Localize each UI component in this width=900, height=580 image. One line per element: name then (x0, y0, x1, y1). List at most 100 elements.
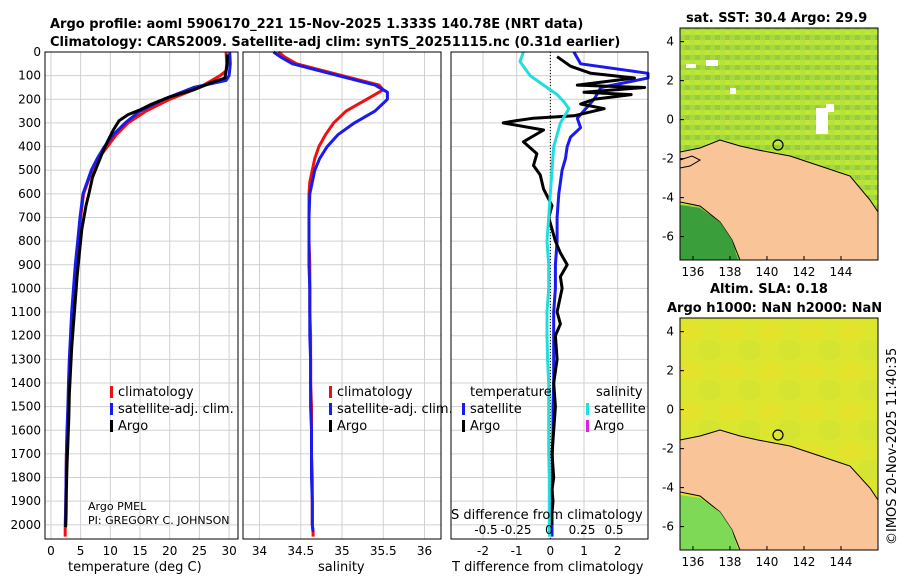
x-tick-label: 34.5 (287, 544, 314, 558)
sla-map-title-2: Argo h1000: NaN h2000: NaN (667, 301, 882, 316)
x-tick-label: 0 (547, 544, 555, 558)
map-y-tick-label: 4 (666, 35, 674, 49)
legend-satellite: satellite-adj. clim. (118, 402, 234, 417)
x-tick-label: -1 (511, 544, 523, 558)
sla-map (679, 317, 879, 551)
legend-swatch-climatology (329, 386, 332, 398)
map-x-tick-label: 138 (719, 265, 742, 279)
legend-swatch-s-argo (586, 420, 589, 432)
panel-frame (44, 51, 239, 540)
series-line-climatology (63, 51, 229, 537)
legend-climatology: climatology (118, 385, 194, 400)
y-tick-label: 900 (18, 258, 41, 272)
sla-map-title-1: Altim. SLA: 0.18 (710, 282, 828, 297)
y-tick-label: 1300 (10, 352, 41, 366)
series-line-salinity-satellite (518, 51, 571, 537)
map-x-tick-label: 144 (830, 265, 853, 279)
legend-t-argo: Argo (470, 419, 500, 434)
x-tick-label: 25 (192, 544, 207, 558)
y-tick-label: 1900 (10, 494, 41, 508)
series-line-climatology (277, 50, 385, 537)
x-tick-label: 2 (614, 544, 622, 558)
s-tick-label: -0.5 (474, 523, 497, 537)
x-tick-label: 10 (103, 544, 118, 558)
map-y-tick-label: -2 (662, 442, 674, 456)
y-tick-label: 1600 (10, 423, 41, 437)
map-x-tick-label: 140 (756, 265, 779, 279)
cloud-mask (706, 60, 718, 66)
legend-swatch-argo (110, 420, 113, 432)
y-tick-label: 1000 (10, 281, 41, 295)
x-tick-label: 30 (221, 544, 236, 558)
legend-temperature-title: temperature (470, 385, 552, 400)
y-tick-label: 1100 (10, 305, 41, 319)
s-tick-label: 0 (545, 523, 553, 537)
cloud-mask (816, 108, 828, 134)
map-x-tick-label: 136 (682, 555, 705, 569)
s-tick-label: -0.25 (500, 523, 531, 537)
map-y-tick-label: -2 (662, 152, 674, 166)
legend-swatch-argo (329, 420, 332, 432)
legend-swatch-satellite (110, 403, 113, 415)
map-y-tick-label: 0 (666, 403, 674, 417)
series-line-temperature-argo (501, 55, 647, 525)
x-tick-label: 35 (334, 544, 349, 558)
cloud-mask (730, 88, 736, 94)
series-line-temperature-satellite (550, 51, 650, 537)
y-tick-label: 300 (18, 116, 41, 130)
map-y-tick-label: 4 (666, 325, 674, 339)
map-y-tick-label: -4 (662, 481, 674, 495)
y-tick-label: 400 (18, 140, 41, 154)
series-line-argo (64, 54, 229, 528)
x-tick-label: 35.5 (370, 544, 397, 558)
x-tick-label: 36 (417, 544, 432, 558)
series-line-satellite-adj-clim- (272, 50, 389, 533)
s-axis-label: S difference from climatology (451, 508, 643, 523)
figure-title-line2: Climatology: CARS2009. Satellite-adj cli… (50, 35, 620, 50)
map-y-tick-label: 2 (666, 364, 674, 378)
map-y-tick-label: 0 (666, 113, 674, 127)
legend-satellite: satellite-adj. clim. (337, 402, 453, 417)
sla-map-frame (679, 317, 879, 551)
x-tick-label: -2 (477, 544, 489, 558)
legend-climatology: climatology (337, 385, 413, 400)
y-tick-label: 600 (18, 187, 41, 201)
watermark: ©IMOS 20-Nov-2025 11:40:35 (885, 348, 900, 545)
s-tick-label: 0.5 (604, 523, 623, 537)
legend-swatch-s-satellite (586, 403, 589, 415)
legend-argo: Argo (337, 419, 367, 434)
x-tick-label: 15 (132, 544, 147, 558)
legend-swatch-satellite (329, 403, 332, 415)
pi-annotation-1: Argo PMEL (88, 500, 147, 513)
panel-frame (242, 51, 442, 540)
map-x-tick-label: 142 (793, 265, 816, 279)
y-tick-label: 200 (18, 92, 41, 106)
y-tick-label: 2000 (10, 518, 41, 532)
x-tick-label: 0 (47, 544, 55, 558)
sla-map-ticks: 136 138 140 142 144 4 2 0 -2 -4 -6 (662, 325, 852, 569)
legend-t-satellite: satellite (470, 402, 522, 417)
map-y-tick-label: -4 (662, 191, 674, 205)
legend-argo: Argo (118, 419, 148, 434)
salinity-panel: 34 34.5 35 35.5 36 (242, 50, 442, 558)
map-x-tick-label: 138 (719, 555, 742, 569)
map-x-tick-label: 144 (830, 555, 853, 569)
x-tick-label: 1 (580, 544, 588, 558)
y-tick-label: 800 (18, 234, 41, 248)
map-x-tick-label: 140 (756, 555, 779, 569)
x-tick-label: 20 (162, 544, 177, 558)
x-tick-label: 34 (252, 544, 267, 558)
argo-float-marker (772, 139, 784, 151)
sst-map-title: sat. SST: 30.4 Argo: 29.9 (686, 11, 867, 26)
temperature-xlabel: temperature (deg C) (68, 560, 202, 575)
legend-swatch-t-satellite (462, 403, 465, 415)
sst-map (679, 27, 879, 261)
y-tick-label: 700 (18, 210, 41, 224)
salinity-xlabel: salinity (318, 560, 365, 575)
legend-swatch-t-argo (462, 420, 465, 432)
y-tick-label: 1400 (10, 376, 41, 390)
x-tick-label: 5 (77, 544, 85, 558)
y-tick-label: 1700 (10, 447, 41, 461)
difference-xlabel: T difference from climatology (451, 560, 644, 575)
